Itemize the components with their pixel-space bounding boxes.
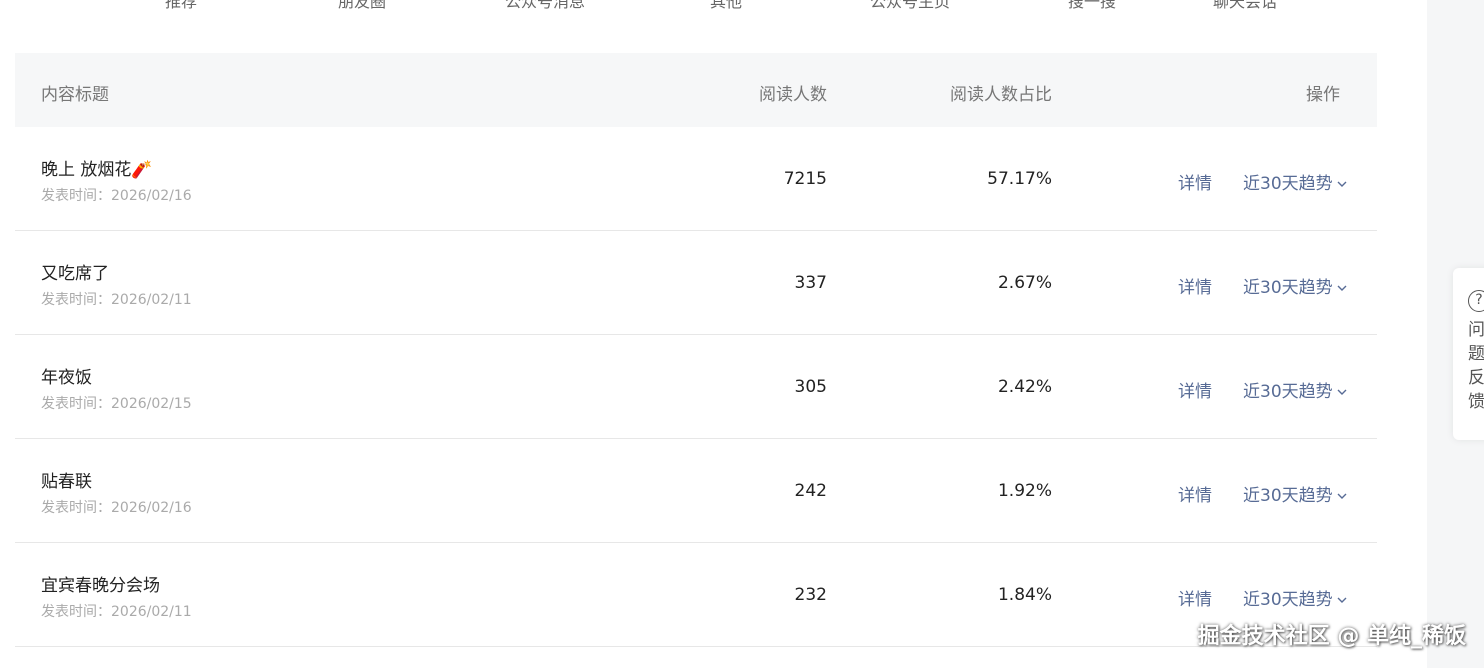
publish-date: 发表时间：2026/02/16 xyxy=(41,500,192,516)
read-ratio: 2.67% xyxy=(997,273,1052,293)
content-title[interactable]: 又吃席了 xyxy=(41,264,109,284)
header-ratio: 阅读人数占比 xyxy=(950,85,1052,105)
table-row: 贴春联 发表时间：2026/02/16 242 1.92% 详情 近30天趋势 xyxy=(15,439,1377,543)
trend-label: 近30天趋势 xyxy=(1243,174,1333,194)
read-count: 337 xyxy=(794,273,827,293)
detail-link[interactable]: 详情 xyxy=(1178,590,1212,610)
table-header: 内容标题 阅读人数 阅读人数占比 操作 xyxy=(15,53,1377,127)
feedback-label: 问题反馈 xyxy=(1468,320,1484,412)
publish-date: 发表时间：2026/02/11 xyxy=(41,292,192,308)
question-circle-icon: ? xyxy=(1468,290,1484,312)
chevron-down-icon xyxy=(1337,597,1347,603)
read-count: 7215 xyxy=(783,169,827,189)
tab[interactable]: 其他 xyxy=(710,0,743,11)
chevron-down-icon xyxy=(1337,493,1347,499)
chevron-down-icon xyxy=(1337,389,1347,395)
chevron-down-icon xyxy=(1337,181,1347,187)
trend-dropdown[interactable]: 近30天趋势 xyxy=(1243,481,1348,506)
publish-date: 发表时间：2026/02/16 xyxy=(41,188,192,204)
trend-dropdown[interactable]: 近30天趋势 xyxy=(1243,273,1348,298)
content-title[interactable]: 年夜饭 xyxy=(41,368,92,388)
header-action: 操作 xyxy=(1306,85,1340,105)
tab[interactable]: 搜一搜 xyxy=(1068,0,1117,11)
detail-link[interactable]: 详情 xyxy=(1178,382,1212,402)
table-row: 宜宾春晚分会场 发表时间：2026/02/11 232 1.84% 详情 近30… xyxy=(15,543,1377,647)
content-title[interactable]: 宜宾春晚分会场 xyxy=(41,576,160,596)
detail-link[interactable]: 详情 xyxy=(1178,174,1212,194)
content-title[interactable]: 晚上 放烟花🧨 xyxy=(41,160,153,180)
tab[interactable]: 朋友圈 xyxy=(338,0,387,11)
tab[interactable]: 聊天会话 xyxy=(1213,0,1278,11)
publish-date: 发表时间：2026/02/11 xyxy=(41,604,192,620)
trend-dropdown[interactable]: 近30天趋势 xyxy=(1243,169,1348,194)
table-row: 晚上 放烟花🧨 发表时间：2026/02/16 7215 57.17% 详情 近… xyxy=(15,127,1377,231)
table-row: 年夜饭 发表时间：2026/02/15 305 2.42% 详情 近30天趋势 xyxy=(15,335,1377,439)
table-row: 又吃席了 发表时间：2026/02/11 337 2.67% 详情 近30天趋势 xyxy=(15,231,1377,335)
trend-label: 近30天趋势 xyxy=(1243,486,1333,506)
detail-link[interactable]: 详情 xyxy=(1178,486,1212,506)
read-ratio: 2.42% xyxy=(997,377,1052,397)
read-count: 242 xyxy=(794,481,827,501)
content-title[interactable]: 贴春联 xyxy=(41,472,92,492)
trend-dropdown[interactable]: 近30天趋势 xyxy=(1243,377,1348,402)
read-ratio: 1.84% xyxy=(997,585,1052,605)
chevron-down-icon xyxy=(1337,285,1347,291)
read-count: 232 xyxy=(794,585,827,605)
watermark: 掘金技术社区 @ 单纯_稀饭 xyxy=(1197,624,1466,649)
publish-date: 发表时间：2026/02/15 xyxy=(41,396,192,412)
trend-dropdown[interactable]: 近30天趋势 xyxy=(1243,585,1348,610)
trend-label: 近30天趋势 xyxy=(1243,382,1333,402)
read-ratio: 1.92% xyxy=(997,481,1052,501)
trend-label: 近30天趋势 xyxy=(1243,590,1333,610)
header-reads: 阅读人数 xyxy=(759,85,827,105)
tab[interactable]: 推荐 xyxy=(165,0,198,11)
content-table: 内容标题 阅读人数 阅读人数占比 操作 晚上 放烟花🧨 发表时间：2026/02… xyxy=(15,53,1377,647)
detail-link[interactable]: 详情 xyxy=(1178,278,1212,298)
source-tabs: 推荐 朋友圈 公众号消息 其他 公众号主页 搜一搜 聊天会话 xyxy=(0,0,1400,11)
trend-label: 近30天趋势 xyxy=(1243,278,1333,298)
read-ratio: 57.17% xyxy=(987,169,1052,189)
main-content: 推荐 朋友圈 公众号消息 其他 公众号主页 搜一搜 聊天会话 内容标题 阅读人数… xyxy=(0,0,1400,647)
tab[interactable]: 公众号消息 xyxy=(505,0,586,11)
read-count: 305 xyxy=(794,377,827,397)
header-title: 内容标题 xyxy=(41,85,109,105)
feedback-button[interactable]: ? 问题反馈 xyxy=(1453,268,1484,440)
tab[interactable]: 公众号主页 xyxy=(870,0,951,11)
